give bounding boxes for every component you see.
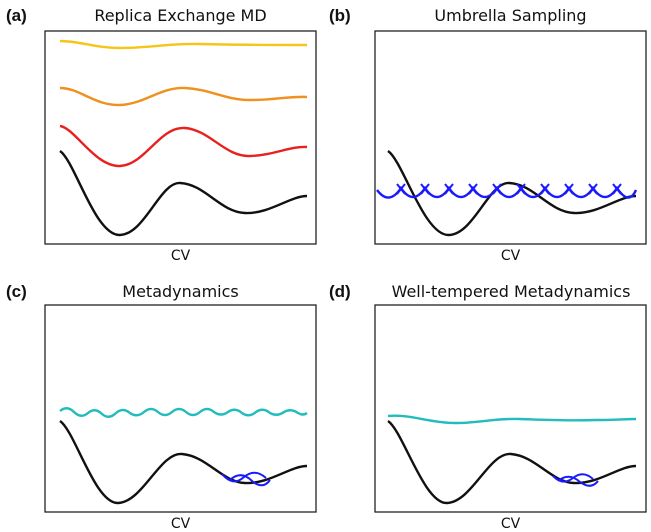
panel-d-bias-curve [387, 414, 637, 425]
panel-b-free-energy-curve [387, 150, 637, 237]
panel-a-title: Replica Exchange MD [94, 6, 267, 25]
panel-c-title: Metadynamics [122, 282, 239, 301]
panel-c-xlabel: CV [170, 516, 191, 532]
panel-c-letter: (c) [6, 282, 27, 301]
panel-a-frame [44, 30, 317, 245]
panel-a-letter: (a) [6, 6, 27, 25]
panel-c-frame [44, 304, 317, 513]
panel-b-letter: (b) [329, 6, 351, 25]
panel-d-xlabel: CV [500, 516, 521, 532]
panel-b-xlabel: CV [500, 248, 521, 264]
panel-c-gaussian-hills [221, 471, 271, 487]
panel-a-replica-mid-curve [59, 124, 308, 168]
panel-c-free-energy-curve [59, 420, 308, 505]
panel-c-bias-curve [59, 407, 308, 418]
panel-d-frame [374, 304, 647, 513]
panel-d-letter: (d) [329, 282, 351, 301]
panel-d-free-energy-curve [387, 420, 637, 505]
panel-a-replica-hot-curve [59, 39, 308, 50]
panel-b-title: Umbrella Sampling [434, 6, 587, 25]
panel-a-free-energy-curve [59, 150, 308, 237]
panel-b-umbrella-crossings [396, 183, 622, 195]
panel-b-frame [374, 30, 647, 245]
panel-a-replica-warm-curve [59, 86, 308, 107]
panel-a-xlabel: CV [170, 248, 191, 264]
panel-d-gaussian-hills [552, 473, 599, 487]
panel-d-title: Well-tempered Metadynamics [391, 282, 631, 301]
